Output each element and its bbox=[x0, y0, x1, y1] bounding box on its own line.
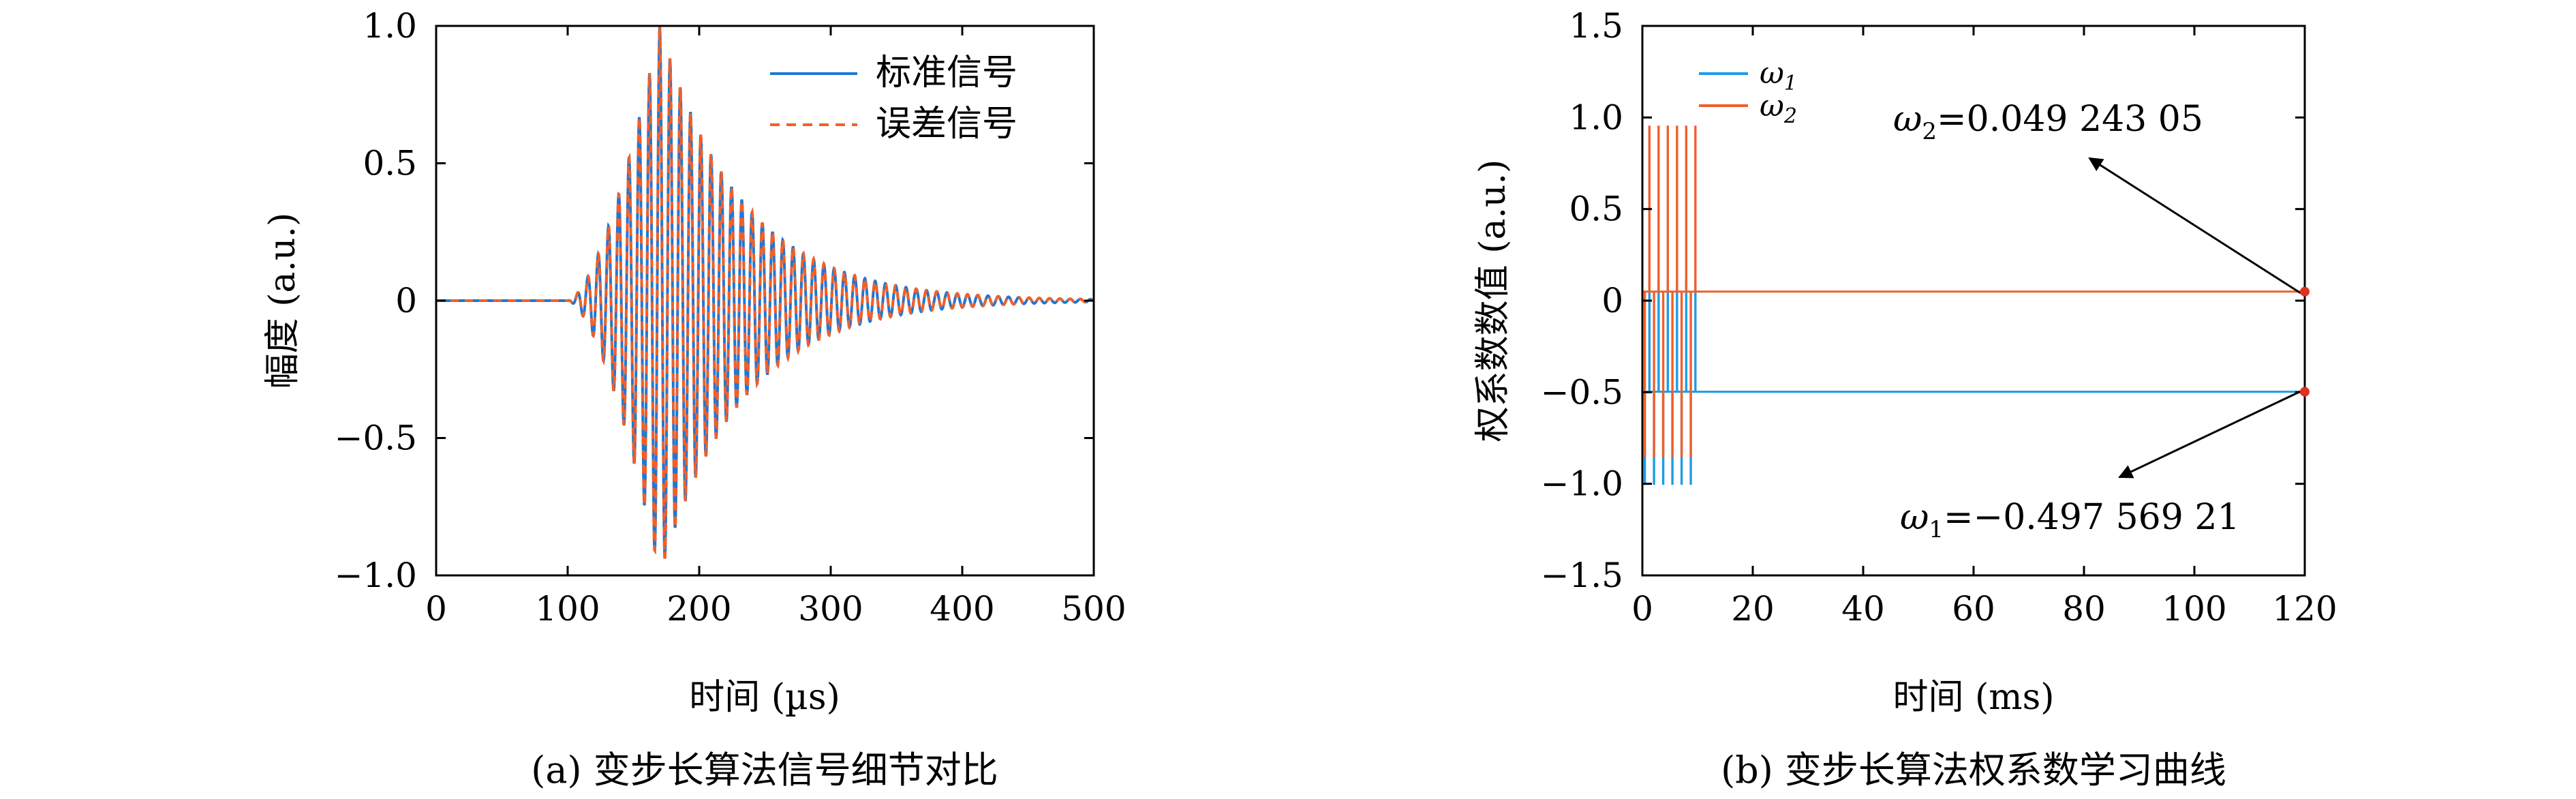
annotation-w1-prefix: ω bbox=[1900, 497, 1929, 538]
annotation-w2-text: ω2=0.049 243 05 bbox=[1893, 99, 2203, 145]
chart-a: 0 100 200 300 400 500 −1.0 −0.5 0 0.5 1.0 标准信号 误差… bbox=[262, 6, 1126, 792]
chart-a-ytick-label: 1.0 bbox=[363, 6, 417, 46]
annotation-w2-value: =0.049 243 05 bbox=[1937, 99, 2203, 140]
legend-label-error: 误差信号 bbox=[876, 104, 1017, 145]
chart-b-xtick-label: 60 bbox=[1952, 589, 1995, 629]
chart-b-marker-w1 bbox=[2300, 387, 2310, 397]
chart-a-xtick-label: 100 bbox=[535, 589, 600, 629]
chart-b-ytick-label: −0.5 bbox=[1541, 372, 1623, 412]
legend-label-w1-text: ω bbox=[1760, 56, 1784, 91]
chart-a-ytick-label: 0.5 bbox=[363, 144, 417, 183]
legend-label-w2-sub: 2 bbox=[1783, 104, 1797, 128]
chart-b-series-w2 bbox=[1642, 125, 2305, 457]
chart-a-xtick-label: 0 bbox=[425, 589, 447, 629]
chart-a-x-axis: 0 100 200 300 400 500 bbox=[425, 26, 1126, 629]
chart-b-series-w1 bbox=[1642, 281, 2305, 485]
chart-b-caption: (b) 变步长算法权系数学习曲线 bbox=[1721, 749, 2226, 792]
chart-a-xtick-label: 400 bbox=[930, 589, 994, 629]
chart-b-marker-w2 bbox=[2300, 286, 2310, 297]
chart-b-markers bbox=[2300, 286, 2310, 397]
annotation-w1-sub: 1 bbox=[1929, 516, 1944, 543]
chart-a-ylabel: 幅度 (a.u.) bbox=[262, 213, 303, 389]
chart-b-legend: ω1 ω2 bbox=[1699, 56, 1797, 128]
chart-b-xtick-label: 80 bbox=[2062, 589, 2106, 629]
legend-label-w2-text: ω bbox=[1760, 89, 1784, 123]
chart-a-legend: 标准信号 误差信号 bbox=[770, 52, 1017, 145]
chart-a-xlabel: 时间 (µs) bbox=[689, 677, 840, 718]
legend-label-standard: 标准信号 bbox=[876, 52, 1017, 93]
chart-b-xtick-label: 40 bbox=[1841, 589, 1885, 629]
annotation-w1: ω1=−0.497 569 21 bbox=[1900, 390, 2301, 543]
chart-b-ytick-label: 0 bbox=[1601, 281, 1623, 320]
chart-a-series-error bbox=[436, 26, 1094, 559]
annotation-w2: ω2=0.049 243 05 bbox=[1893, 99, 2301, 295]
annotation-w1-text: ω1=−0.497 569 21 bbox=[1900, 497, 2240, 543]
annotation-w2-sub: 2 bbox=[1922, 118, 1937, 145]
chart-b-ytick-label: 1.0 bbox=[1569, 97, 1623, 137]
chart-b-ytick-label: −1.5 bbox=[1541, 556, 1623, 595]
legend-label-w2: ω2 bbox=[1760, 89, 1797, 128]
chart-b-xlabel: 时间 (ms) bbox=[1892, 677, 2054, 718]
annotation-w2-arrow bbox=[2088, 157, 2301, 295]
annotation-w1-arrow bbox=[2118, 390, 2301, 479]
chart-a-caption: (a) 变步长算法信号细节对比 bbox=[531, 749, 998, 792]
annotation-w1-value: =−0.497 569 21 bbox=[1944, 497, 2239, 538]
chart-a-ytick-label: 0 bbox=[395, 281, 417, 320]
chart-a-series-group bbox=[436, 26, 1094, 559]
chart-b-ylabel: 权系数数值 (a.u.) bbox=[1473, 160, 1514, 442]
chart-a-xtick-label: 300 bbox=[798, 589, 863, 629]
chart-a-xtick-label: 500 bbox=[1061, 589, 1126, 629]
chart-b-y-axis: −1.5 −1.0 −0.5 0 0.5 1.0 1.5 bbox=[1541, 6, 2305, 595]
chart-a-xtick-label: 200 bbox=[666, 589, 731, 629]
legend-label-w1: ω1 bbox=[1760, 56, 1797, 95]
chart-b-ytick-label: 1.5 bbox=[1569, 6, 1623, 46]
legend-label-w1-sub: 1 bbox=[1784, 72, 1797, 95]
chart-a-y-axis: −1.0 −0.5 0 0.5 1.0 bbox=[335, 6, 1094, 595]
chart-b-xtick-label: 100 bbox=[2162, 589, 2226, 629]
chart-b-series-group bbox=[1642, 125, 2305, 485]
chart-a-ytick-label: −0.5 bbox=[335, 419, 417, 458]
chart-b-ytick-label: −1.0 bbox=[1541, 464, 1623, 504]
chart-a-ytick-label: −1.0 bbox=[335, 556, 417, 595]
chart-b-xtick-label: 0 bbox=[1631, 589, 1653, 629]
chart-b-xtick-label: 120 bbox=[2272, 589, 2337, 629]
chart-b-xtick-label: 20 bbox=[1731, 589, 1775, 629]
chart-b: 0 20 40 60 80 100 120 −1.5 −1.0 −0.5 0 0.5 1.0 1.5 ω… bbox=[1473, 6, 2337, 792]
annotation-w2-prefix: ω bbox=[1893, 99, 1922, 140]
chart-b-ytick-label: 0.5 bbox=[1569, 190, 1623, 229]
chart-b-x-axis: 0 20 40 60 80 100 120 bbox=[1631, 26, 2337, 629]
